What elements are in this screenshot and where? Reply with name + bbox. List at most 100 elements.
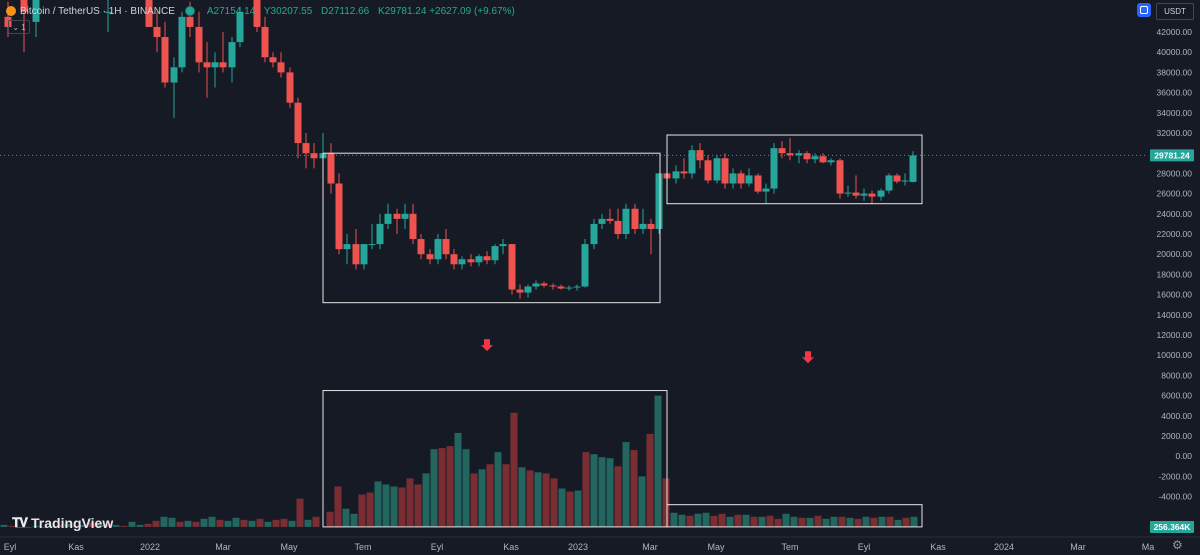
volume-bar — [280, 518, 288, 527]
candle-body — [704, 160, 712, 181]
candle-body — [565, 287, 573, 289]
candle — [549, 283, 557, 290]
volume-bar — [224, 520, 232, 527]
candle — [178, 11, 186, 73]
volume-bar — [104, 523, 112, 527]
candle-body — [417, 239, 425, 255]
candle — [524, 284, 532, 298]
volume-bar — [630, 450, 638, 527]
volume-bar — [790, 516, 798, 527]
volume-bar — [838, 516, 846, 527]
currency-button[interactable]: USDT — [1156, 3, 1194, 20]
time-tick-label: Kas — [503, 542, 519, 552]
candle — [631, 203, 639, 234]
volume-bar — [406, 478, 414, 527]
candle — [655, 173, 663, 234]
volume-bar — [248, 520, 256, 527]
candle — [426, 249, 434, 265]
ohlc-values: A27154.14 Y30207.55 D27112.66 K29781.24 … — [207, 6, 515, 17]
candle-body — [384, 213, 392, 224]
candle-body — [277, 62, 285, 73]
candle-body — [450, 254, 458, 265]
price-tick-label: 0.00 — [1175, 451, 1192, 461]
volume-bar — [296, 498, 304, 527]
price-tick-label: 16000.00 — [1157, 290, 1193, 300]
volume-bar — [160, 516, 168, 527]
candle — [104, 0, 112, 32]
trading-panel-button[interactable] — [1137, 3, 1151, 17]
volume-bar — [16, 526, 24, 528]
indicator-toggle-button[interactable]: ⌄ 1 — [8, 20, 30, 34]
candle-body — [195, 26, 203, 63]
candle — [203, 42, 211, 98]
candle-body — [327, 153, 335, 184]
candle-body — [178, 16, 186, 68]
volume-bar — [534, 472, 542, 527]
symbol-title[interactable]: Bitcoin / TetherUS · 1H · BINANCE — [20, 5, 175, 17]
time-tick-label: May — [280, 542, 298, 552]
volume-bar — [264, 521, 272, 527]
volume-bar — [710, 515, 718, 527]
volume-bar — [256, 518, 264, 527]
candle — [606, 208, 614, 224]
candle — [32, 0, 40, 38]
candle — [409, 203, 417, 245]
volume-bar — [806, 517, 814, 527]
candle — [680, 158, 688, 179]
volume-bar — [606, 458, 614, 527]
gear-icon[interactable]: ⚙ — [1172, 538, 1183, 552]
candle — [236, 6, 244, 48]
price-tick-label: -2000.00 — [1158, 471, 1192, 481]
candle-body — [186, 16, 194, 27]
candle-body — [532, 283, 540, 287]
tradingview-logo[interactable]: 𝐓𝐕 TradingView — [12, 515, 113, 531]
price-tick-label: 20000.00 — [1157, 249, 1193, 259]
candle-body — [211, 62, 219, 68]
candle — [442, 228, 450, 260]
volume-bar — [398, 487, 406, 527]
candle — [343, 234, 351, 265]
candle — [384, 203, 392, 229]
candle — [573, 284, 581, 291]
candle — [145, 0, 153, 27]
time-tick-label: Eyl — [4, 542, 17, 552]
candle-body — [778, 148, 786, 154]
volume-bar — [32, 525, 40, 527]
candle-body — [434, 239, 442, 260]
candle — [491, 244, 499, 265]
price-tick-label: 40000.00 — [1157, 47, 1193, 57]
visibility-icon[interactable] — [184, 6, 195, 16]
volume-bar — [88, 522, 96, 527]
candle — [745, 168, 753, 187]
volume-bar — [766, 515, 774, 527]
volume-bar — [662, 478, 670, 527]
volume-box-2023 — [666, 504, 923, 528]
candle — [598, 213, 606, 229]
time-tick-label: Kas — [68, 542, 84, 552]
time-tick-label: Mar — [1070, 542, 1086, 552]
candle — [376, 213, 384, 250]
price-tick-label: -4000.00 — [1158, 492, 1192, 502]
candle-body — [795, 153, 803, 156]
candle — [885, 173, 893, 194]
volume-bar — [152, 520, 160, 527]
price-tick-label: 22000.00 — [1157, 229, 1193, 239]
candle-body — [261, 26, 269, 58]
candle — [540, 281, 548, 288]
price-tick-label: 34000.00 — [1157, 108, 1193, 118]
price-tick-label: 12000.00 — [1157, 330, 1193, 340]
volume-bar — [486, 464, 494, 527]
candle — [269, 52, 277, 68]
candle — [721, 153, 729, 189]
candle — [803, 151, 811, 164]
candle-body — [590, 223, 598, 245]
volume-bar — [566, 491, 574, 527]
volume-bar — [734, 514, 742, 527]
price-tick-label: 4000.00 — [1161, 411, 1192, 421]
bitcoin-icon — [6, 6, 16, 16]
time-tick-label: Tem — [354, 542, 371, 552]
chevron-down-icon: ⌄ — [12, 22, 20, 32]
time-tick-label: 2024 — [994, 542, 1014, 552]
candle-body — [688, 150, 696, 174]
